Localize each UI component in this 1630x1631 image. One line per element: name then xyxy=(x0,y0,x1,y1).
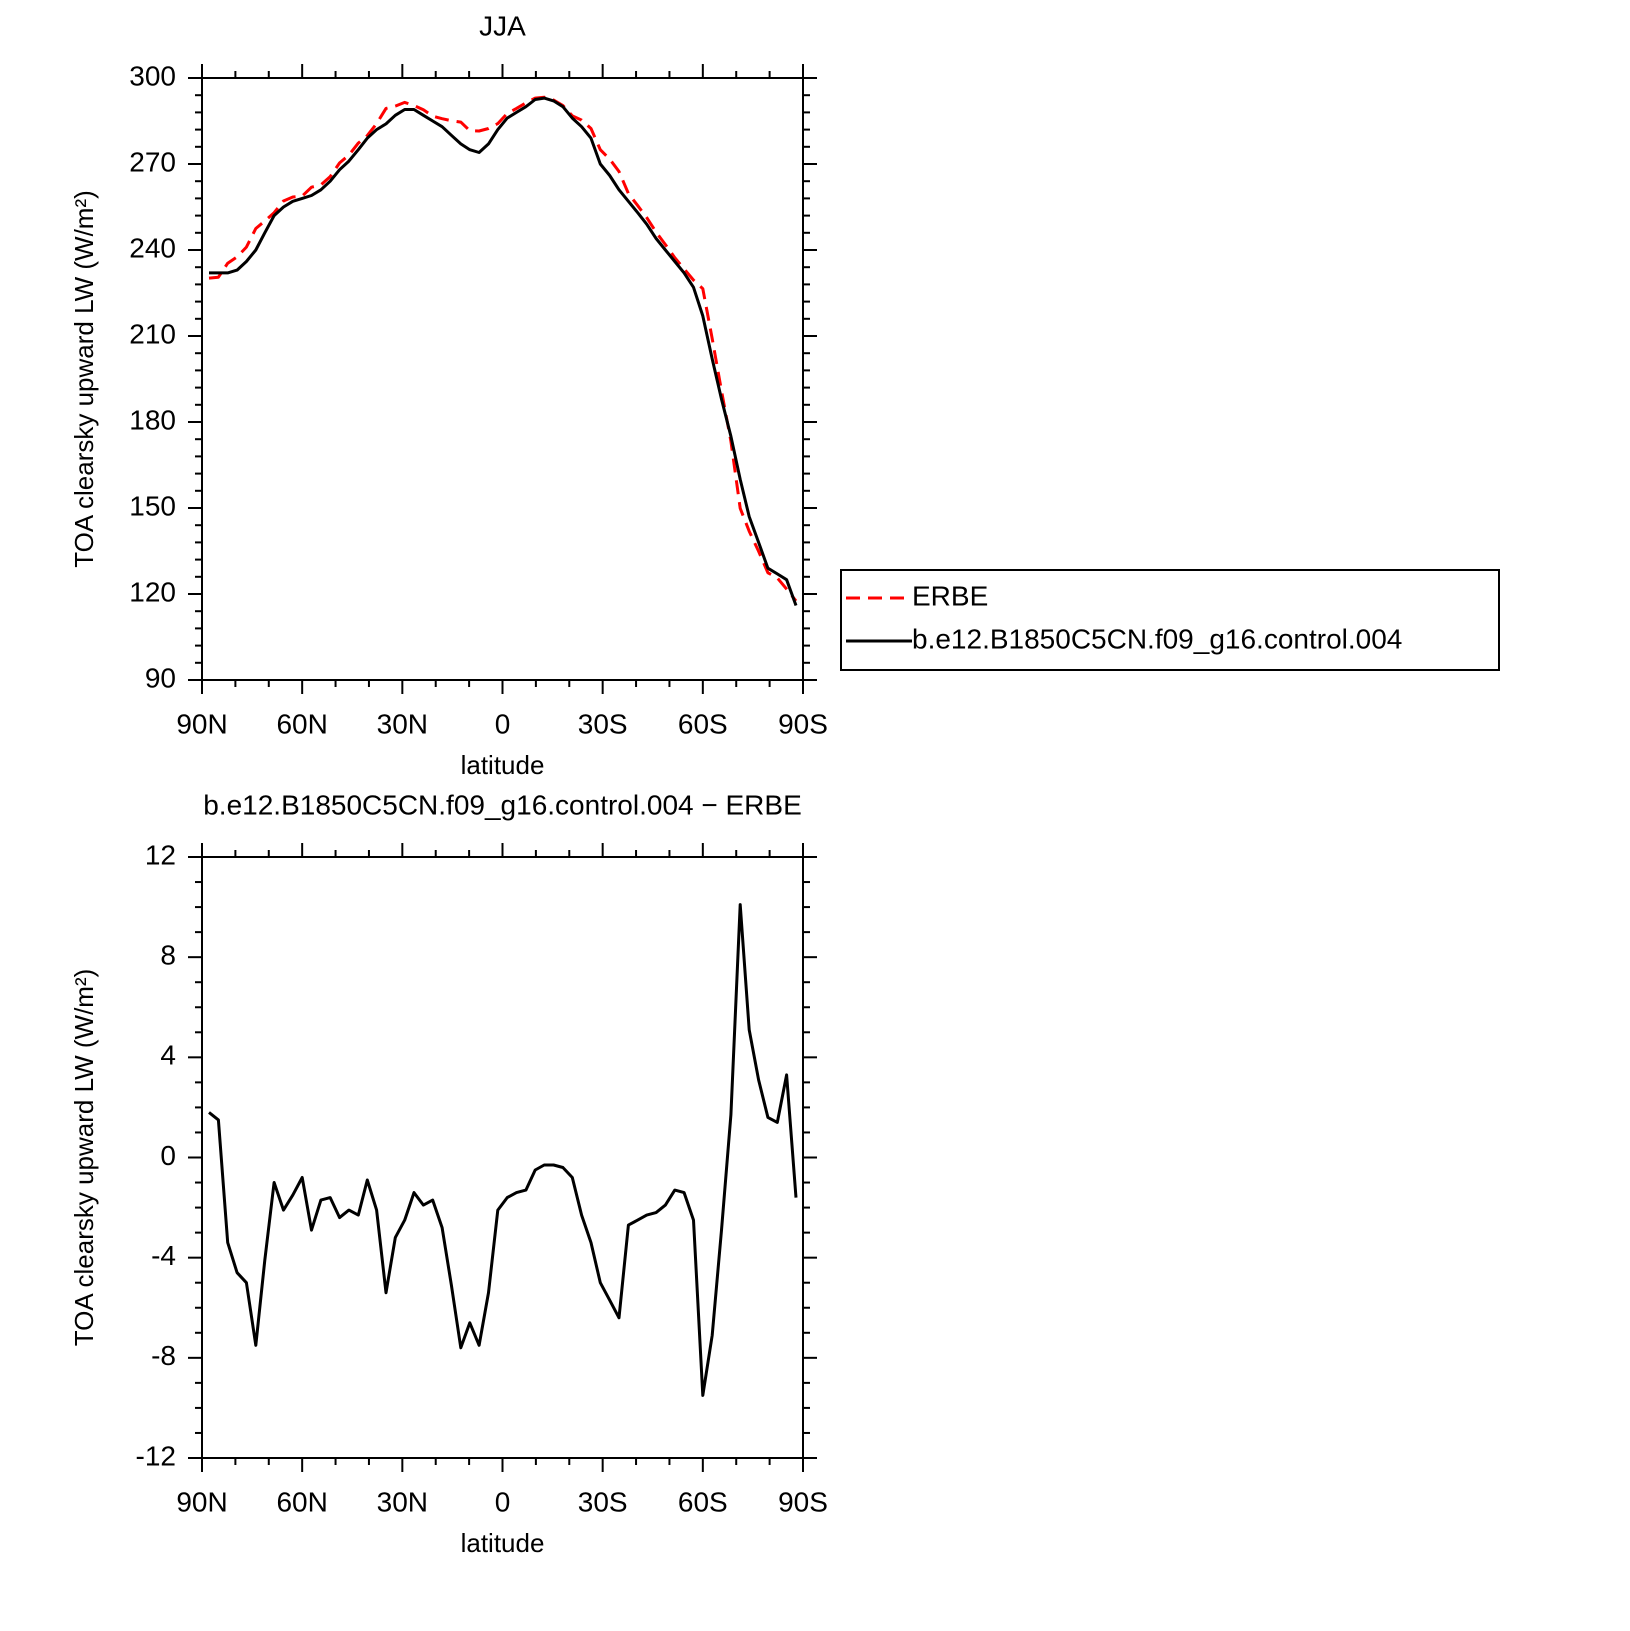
data-line xyxy=(208,95,798,602)
y-tick-label: 0 xyxy=(160,1140,176,1171)
legend-label: b.e12.B1850C5CN.f09_g16.control.004 xyxy=(912,623,1402,654)
x-tick-label: 90N xyxy=(176,708,227,739)
chart-title: JJA xyxy=(479,10,526,41)
y-tick-label: -8 xyxy=(151,1340,176,1371)
x-axis-label: latitude xyxy=(461,1528,545,1558)
y-tick-label: 120 xyxy=(129,576,176,607)
y-tick-label: 150 xyxy=(129,490,176,521)
y-axis-label: TOA clearsky upward LW (W/m²) xyxy=(69,969,99,1347)
x-tick-label: 60N xyxy=(276,708,327,739)
chart-title: b.e12.B1850C5CN.f09_g16.control.004 − ER… xyxy=(203,789,802,820)
x-axis-label: latitude xyxy=(461,750,545,780)
y-tick-label: 210 xyxy=(129,318,176,349)
legend: ERBE b.e12.B1850C5CN.f09_g16.control.004 xyxy=(840,569,1500,671)
x-tick-label: 90N xyxy=(176,1486,227,1517)
y-tick-label: -12 xyxy=(136,1440,176,1471)
x-tick-label: 60N xyxy=(276,1486,327,1517)
legend-box xyxy=(840,569,1500,671)
x-tick-label: 90S xyxy=(778,708,828,739)
y-tick-label: -4 xyxy=(151,1240,176,1271)
data-line xyxy=(208,903,798,1397)
x-tick-label: 90S xyxy=(778,1486,828,1517)
x-tick-label: 60S xyxy=(678,1486,728,1517)
y-tick-label: 8 xyxy=(160,940,176,971)
y-tick-label: 4 xyxy=(160,1040,176,1071)
y-tick-label: 180 xyxy=(129,404,176,435)
x-tick-label: 60S xyxy=(678,708,728,739)
plot-frame xyxy=(201,856,804,1459)
legend-label: ERBE xyxy=(912,580,988,611)
y-tick-label: 90 xyxy=(145,662,176,693)
x-tick-label: 30S xyxy=(578,708,628,739)
y-tick-label: 12 xyxy=(145,839,176,870)
y-tick-label: 300 xyxy=(129,60,176,91)
x-tick-label: 30N xyxy=(377,708,428,739)
data-line xyxy=(209,96,798,607)
y-tick-label: 240 xyxy=(129,232,176,263)
x-tick-label: 0 xyxy=(495,1486,511,1517)
x-tick-label: 30S xyxy=(578,1486,628,1517)
y-tick-label: 270 xyxy=(129,146,176,177)
plot-frame xyxy=(201,77,804,681)
y-axis-label: TOA clearsky upward LW (W/m²) xyxy=(69,190,99,568)
x-tick-label: 0 xyxy=(495,708,511,739)
x-tick-label: 30N xyxy=(377,1486,428,1517)
